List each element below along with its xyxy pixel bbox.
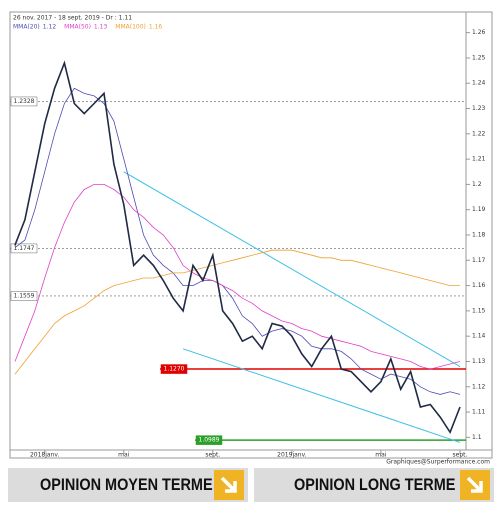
y-tick-label: 1.17 bbox=[472, 257, 486, 264]
y-tick-label: 1.18 bbox=[472, 232, 486, 239]
y-tick-label: 1.24 bbox=[472, 80, 486, 87]
y-tick-label: 1.23 bbox=[472, 105, 486, 112]
level-label-box bbox=[10, 96, 38, 107]
x-tick-label: 2019janv. bbox=[277, 452, 307, 459]
level-label: 1.1270 bbox=[164, 366, 185, 373]
button[interactable]: OPINION MOYEN TERME bbox=[8, 468, 248, 502]
x-tick-label: mai bbox=[118, 452, 130, 459]
y-tick-label: 1.11 bbox=[472, 409, 486, 416]
y-tick-label: 1.22 bbox=[472, 130, 486, 137]
button-label: OPINION MOYEN TERME bbox=[40, 475, 213, 494]
y-tick-label: 1.16 bbox=[472, 282, 486, 289]
chart-title: 26 nov. 2017 - 18 sept. 2019 - Dr : 1.11 bbox=[13, 15, 132, 22]
y-tick-label: 1.19 bbox=[472, 206, 486, 213]
legend-name: MMA(20) bbox=[13, 24, 40, 31]
legend-value: 1.12 bbox=[43, 24, 57, 31]
ma-line bbox=[14, 87, 461, 395]
y-tick-label: 1.14 bbox=[472, 333, 486, 340]
level-label-box bbox=[195, 435, 223, 445]
chart: 26 nov. 2017 - 18 sept. 2019 - Dr : 1.11… bbox=[9, 11, 493, 466]
level-label-box bbox=[10, 243, 38, 254]
x-tick-label: sept. bbox=[453, 452, 468, 459]
button[interactable]: OPINION LONG TERME bbox=[254, 468, 494, 502]
x-tick-label: sept. bbox=[205, 452, 220, 459]
ma-line bbox=[14, 249, 460, 375]
source: Graphiques@Surperformance.com bbox=[386, 459, 490, 466]
level-label: 1.1559 bbox=[14, 292, 35, 299]
level-label-box bbox=[10, 291, 38, 301]
level-label: 1.0989 bbox=[199, 437, 220, 444]
x-tick-label: mai bbox=[375, 452, 387, 459]
price-line bbox=[14, 60, 461, 435]
level-label: 1.2328 bbox=[14, 98, 35, 105]
trend-line bbox=[182, 348, 461, 443]
y-tick-label: 1.12 bbox=[472, 383, 486, 390]
chart-frame bbox=[9, 11, 493, 459]
level-label: 1.1747 bbox=[14, 245, 35, 252]
ma-line bbox=[14, 184, 461, 370]
trend-line bbox=[123, 171, 461, 367]
y-tick-label: 1.2 bbox=[472, 181, 482, 188]
x-tick-label: 2018janv. bbox=[30, 452, 60, 459]
legend-value: 1.16 bbox=[149, 24, 163, 31]
y-tick-label: 1.25 bbox=[472, 54, 486, 61]
y-tick-label: 1.15 bbox=[472, 307, 486, 314]
arrow-icon bbox=[460, 470, 490, 500]
y-tick-label: 1.26 bbox=[472, 29, 486, 36]
y-tick-label: 1.21 bbox=[472, 156, 486, 163]
arrow-icon bbox=[214, 470, 244, 500]
button-label: OPINION LONG TERME bbox=[294, 475, 456, 494]
legend-name: MMA(50) bbox=[64, 24, 91, 31]
y-tick-label: 1.1 bbox=[472, 434, 482, 441]
legend-value: 1.13 bbox=[94, 24, 108, 31]
legend-name: MMA(100) bbox=[115, 24, 146, 31]
y-tick-label: 1.13 bbox=[472, 358, 486, 365]
level-label-box bbox=[160, 364, 188, 374]
